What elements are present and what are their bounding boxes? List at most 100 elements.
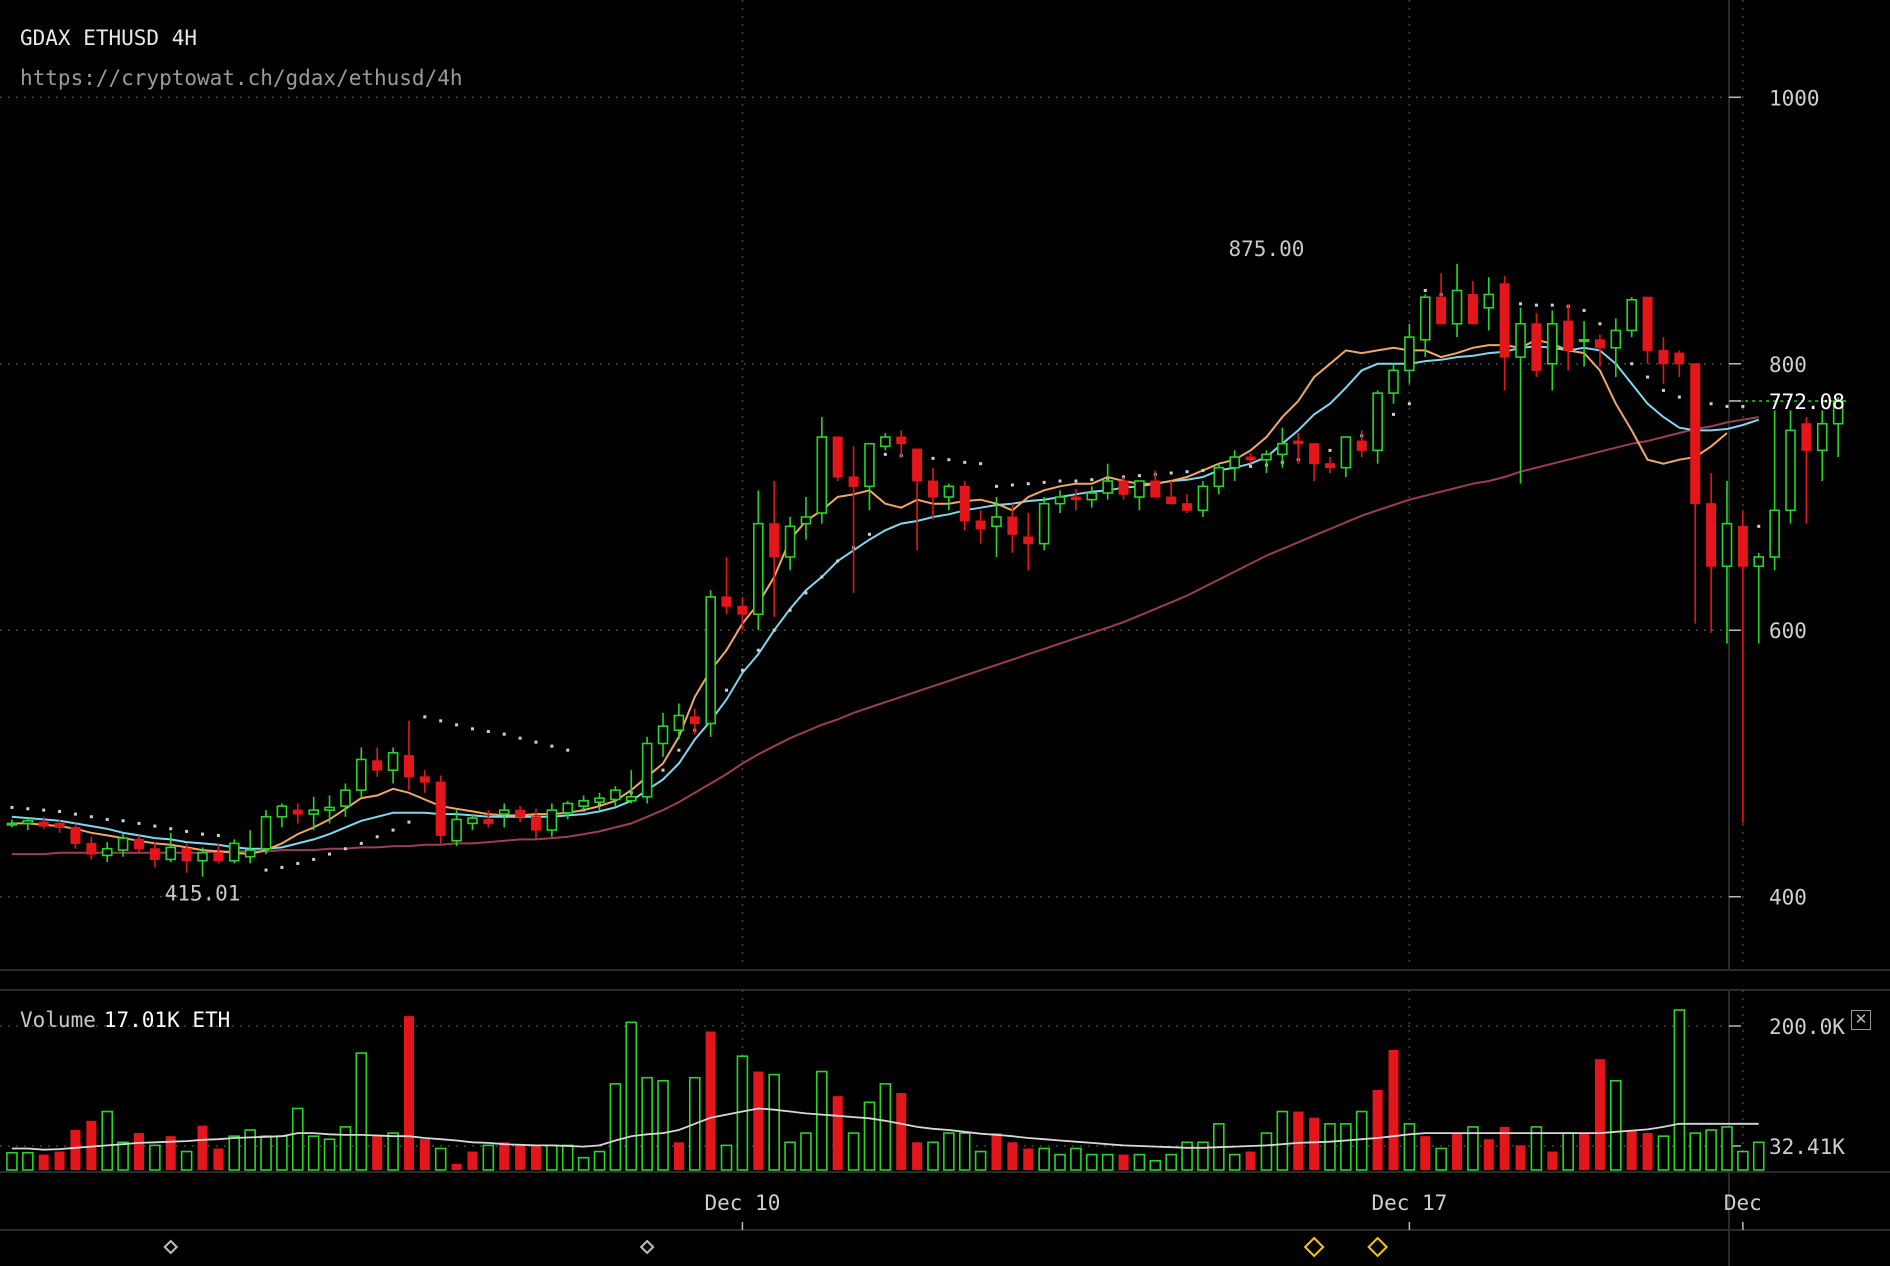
sar-dot	[359, 841, 363, 845]
volume-bar-up	[1657, 1135, 1670, 1171]
chart-url[interactable]: https://cryptowat.ch/gdax/ethusd/4h	[20, 66, 463, 90]
candle-body-up	[625, 795, 637, 802]
volume-bar-down	[86, 1120, 97, 1170]
candle-body-up	[800, 516, 812, 525]
sar-dot	[1185, 470, 1189, 474]
candle-body-down	[1150, 480, 1161, 498]
volume-bar-down	[197, 1125, 208, 1170]
volume-bar-up	[1324, 1123, 1336, 1171]
volume-bar-up	[879, 1083, 892, 1171]
volume-bar-up	[1085, 1153, 1098, 1171]
candle-body-up	[101, 847, 113, 857]
sar-dot	[423, 715, 427, 719]
candle-body-up	[546, 809, 558, 831]
sar-dot	[1534, 303, 1538, 307]
volume-bar-up	[927, 1141, 939, 1171]
volume-bar-up	[1228, 1153, 1241, 1171]
volume-bar-up	[387, 1132, 399, 1171]
candle-body-up	[1229, 456, 1240, 469]
volume-tick-label: 32.41K	[1769, 1135, 1845, 1159]
candle-body-up	[1261, 453, 1272, 461]
candle-body-up	[1277, 442, 1288, 456]
candle-body-down	[1499, 283, 1510, 358]
candle-body-down	[959, 485, 970, 522]
volume-bar-up	[641, 1076, 653, 1171]
candle-body-up	[1610, 329, 1622, 349]
volume-bar-up	[625, 1021, 638, 1171]
volume-bar-up	[1689, 1132, 1702, 1171]
candle-body-up	[276, 805, 288, 818]
candle-body-down	[70, 826, 81, 844]
volume-bar-down	[1452, 1133, 1463, 1170]
volume-bar-up	[339, 1126, 352, 1171]
sar-dot	[312, 857, 316, 861]
volume-bar-down	[991, 1133, 1002, 1170]
candle-body-up	[1419, 296, 1431, 341]
candle-body-up	[784, 525, 796, 558]
candle-body-up	[1102, 480, 1113, 494]
candle-body-up	[1816, 422, 1828, 452]
volume-bar-up	[609, 1083, 622, 1171]
sar-dot	[931, 456, 935, 460]
sar-dot	[137, 821, 141, 825]
volume-bar-up	[1101, 1153, 1114, 1171]
volume-bar-up	[784, 1141, 796, 1171]
candle-body-down	[419, 776, 430, 783]
volume-bar-down	[1594, 1059, 1605, 1170]
candle-body-down	[689, 716, 700, 725]
volume-bar-down	[372, 1136, 383, 1170]
volume-bar-down	[1626, 1130, 1637, 1170]
event-marker-diamond	[163, 1239, 179, 1255]
candle-body-down	[181, 848, 192, 862]
volume-bar-up	[1737, 1150, 1749, 1171]
candle-body-down	[1531, 323, 1542, 371]
sar-dot	[486, 730, 490, 734]
volume-bar-up	[800, 1132, 812, 1171]
sar-dot	[677, 748, 681, 752]
candle-body-up	[1197, 485, 1209, 512]
candle-body-down	[515, 809, 526, 818]
candle-body-down	[721, 596, 732, 607]
volume-bar-up	[577, 1156, 590, 1171]
candle-body-down	[1118, 480, 1129, 495]
sar-dot	[772, 628, 776, 632]
volume-tick-label: 200.0K	[1769, 1015, 1845, 1039]
volume-bar-down	[1007, 1142, 1018, 1170]
close-icon[interactable]: ✕	[1851, 1010, 1871, 1030]
volume-bar-up	[1467, 1126, 1479, 1171]
candle-body-up	[864, 442, 875, 488]
volume-bar-up	[228, 1135, 241, 1171]
volume-bar-down	[1579, 1133, 1590, 1170]
sar-dot	[407, 820, 411, 824]
candle-body-down	[848, 476, 859, 487]
sar-dot	[73, 812, 77, 816]
sar-dot	[1010, 483, 1014, 487]
sar-dot	[105, 817, 109, 821]
candle-body-down	[149, 848, 160, 860]
sar-dot	[1677, 395, 1681, 399]
candle-body-up	[260, 815, 272, 850]
volume-bar-up	[1610, 1079, 1622, 1171]
volume-bar-down	[1420, 1136, 1431, 1170]
sar-dot	[1598, 322, 1602, 326]
volume-bar-up	[593, 1150, 606, 1171]
volume-value: 17.01K ETH	[103, 1008, 231, 1032]
volume-bar-up	[117, 1141, 129, 1171]
candle-body-up	[752, 522, 764, 616]
last-price-label: 772.08	[1769, 390, 1845, 414]
volume-bar-up	[847, 1132, 860, 1171]
candle-body-down	[1563, 320, 1574, 351]
sar-dot	[963, 460, 967, 464]
volume-bar-up	[561, 1144, 574, 1171]
candle-body-up	[578, 799, 589, 807]
candle-body-down	[1801, 423, 1812, 451]
volume-bar-up	[1181, 1141, 1193, 1171]
candle-body-up	[1086, 492, 1098, 501]
candle-body-up	[1515, 322, 1526, 358]
volume-bar-down	[1515, 1145, 1526, 1170]
sar-dot	[185, 829, 189, 833]
volume-bar-up	[863, 1101, 876, 1171]
volume-bar-down	[896, 1093, 907, 1170]
candle-body-down	[1293, 440, 1304, 445]
